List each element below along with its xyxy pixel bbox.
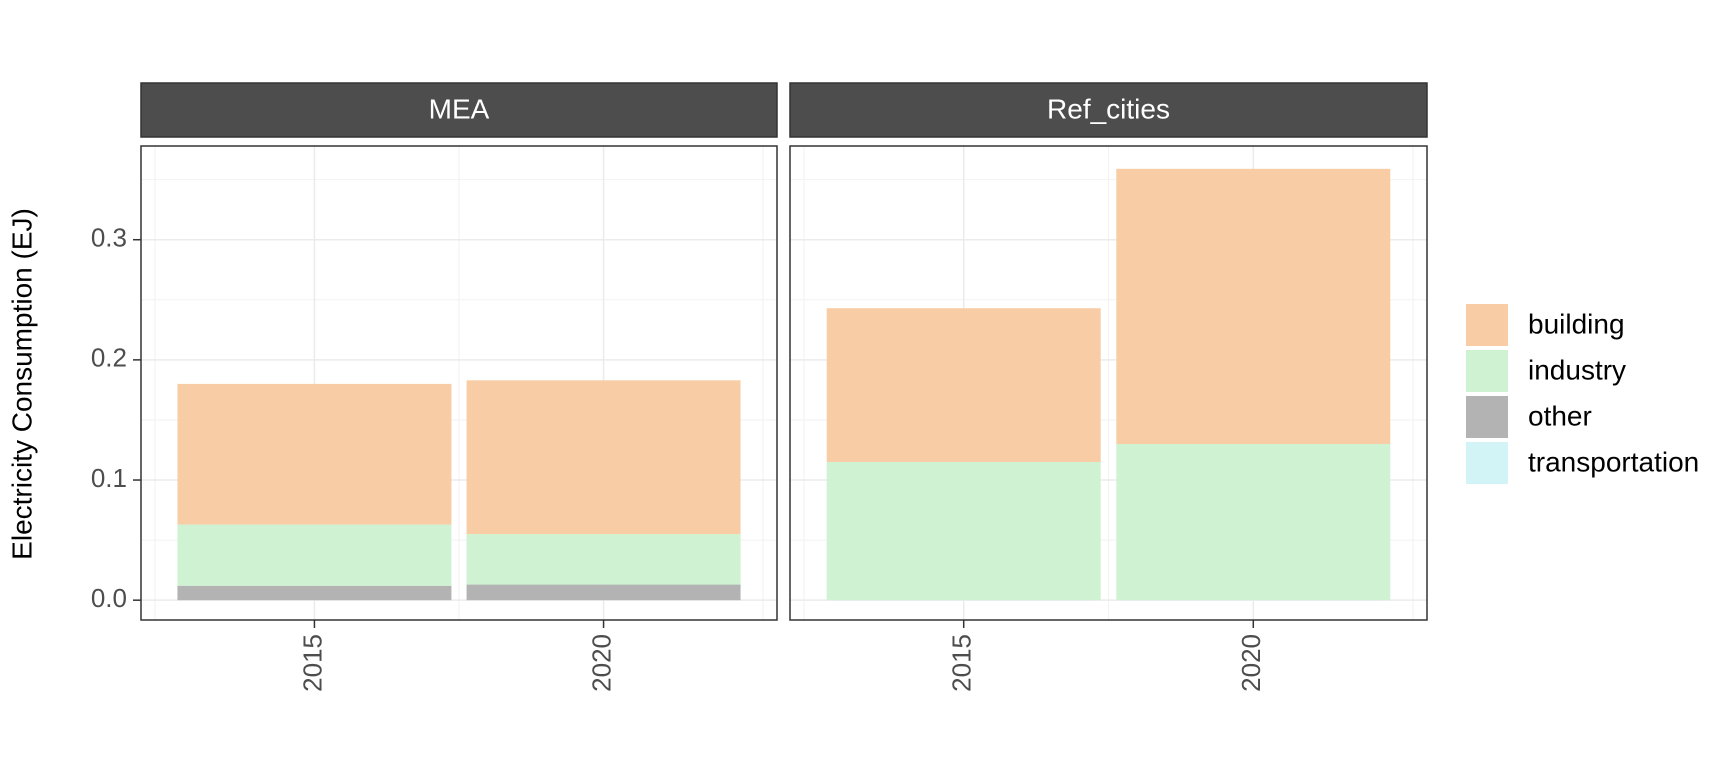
legend-item-building: building: [1466, 304, 1625, 346]
legend-key-other: [1466, 396, 1508, 438]
y-axis-title-text: Electricity Consumption (EJ): [6, 208, 37, 560]
x-tick-label: 2020: [1236, 634, 1266, 692]
y-tick-label: 0.1: [91, 463, 127, 493]
y-tick-label: 0.3: [91, 223, 127, 253]
bar-other-mea-2015: [177, 585, 452, 601]
legend-item-other: other: [1466, 396, 1592, 438]
facet-strip: [789, 82, 1428, 138]
legend: building industry other transportation: [1466, 304, 1699, 484]
bar-building-ref-cities-2015: [826, 308, 1101, 462]
bar-industry-mea-2015: [177, 524, 452, 586]
legend-label-industry: industry: [1528, 354, 1626, 385]
y-axis-title: Electricity Consumption (EJ): [6, 208, 37, 560]
bar-building-mea-2015: [177, 383, 452, 525]
bar-industry-ref-cities-2020: [1116, 443, 1391, 601]
legend-label-building: building: [1528, 308, 1625, 339]
panel-border: [789, 145, 1428, 621]
panel-border: [140, 145, 778, 621]
facet-strip-label: Ref_cities: [1047, 93, 1170, 124]
legend-label-transportation: transportation: [1528, 446, 1699, 477]
bar-building-mea-2020: [466, 380, 741, 535]
bar-industry-ref-cities-2015: [826, 462, 1101, 601]
facet-panel-ref-cities: 2015 2020 Ref_cities: [789, 82, 1428, 692]
facet-panels: 2015 2020 MEA 2015 2020 Ref_cities: [140, 82, 1428, 692]
bar-other-mea-2020: [466, 584, 741, 601]
bar-industry-mea-2020: [466, 534, 741, 585]
legend-item-transportation: transportation: [1466, 442, 1699, 484]
facet-panel-mea: 2015 2020 MEA: [140, 82, 778, 692]
x-tick-label: 2015: [947, 634, 977, 692]
legend-key-building: [1466, 304, 1508, 346]
legend-label-other: other: [1528, 400, 1592, 431]
bar-building-ref-cities-2020: [1116, 168, 1391, 444]
x-tick-label: 2020: [586, 634, 616, 692]
legend-key-transportation: [1466, 442, 1508, 484]
y-axis: 0.0 0.1 0.2 0.3: [91, 223, 141, 613]
y-tick-label: 0.0: [91, 583, 127, 613]
facet-strip-label: MEA: [429, 93, 490, 124]
legend-key-industry: [1466, 350, 1508, 392]
legend-item-industry: industry: [1466, 350, 1626, 392]
facet-strip: [140, 82, 778, 138]
y-tick-label: 0.2: [91, 343, 127, 373]
x-tick-label: 2015: [297, 634, 327, 692]
